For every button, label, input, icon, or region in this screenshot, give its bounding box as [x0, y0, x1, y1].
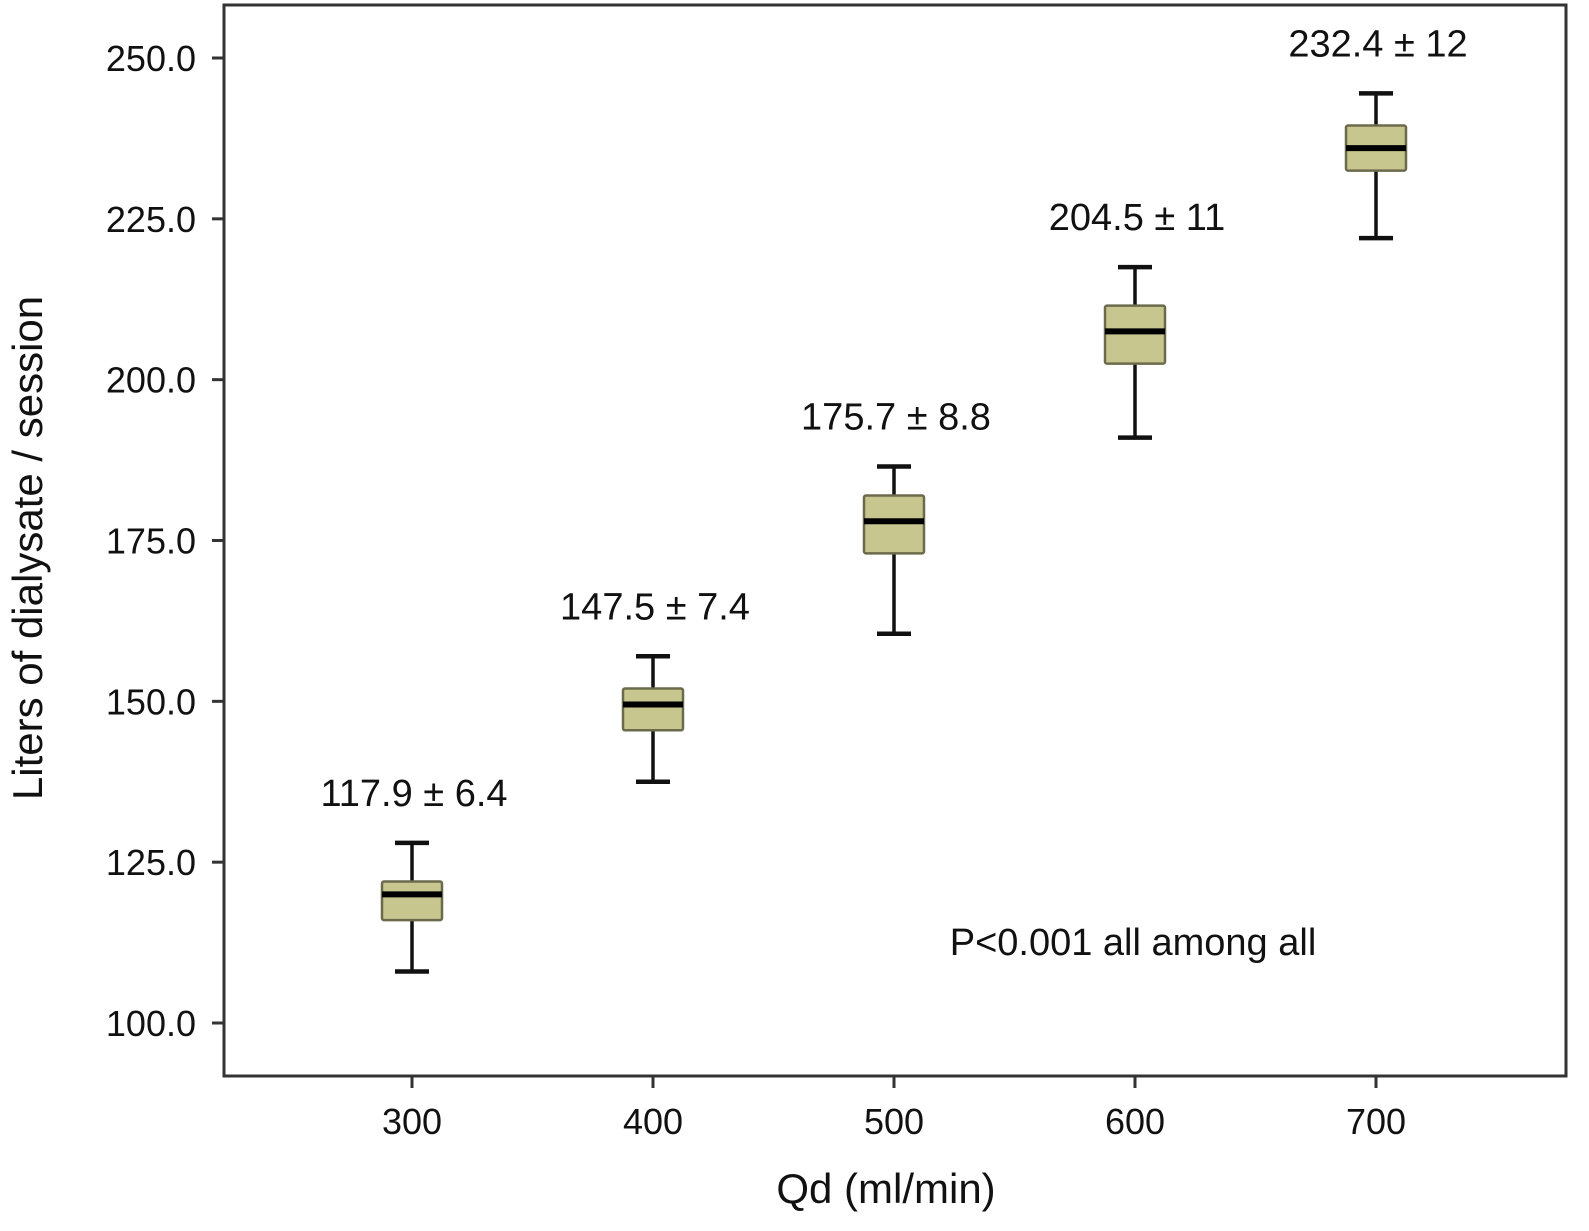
y-tick-label: 250.0	[106, 38, 196, 79]
mean-labels-group: 117.9 ± 6.4 147.5 ± 7.4 175.7 ± 8.8 204.5 ±…	[320, 23, 1467, 814]
mean-sd-label: 204.5 ± 11	[1049, 197, 1226, 239]
mean-sd-label: 117.9 ± 6.4	[320, 773, 507, 815]
iqr-box	[862, 494, 926, 555]
y-tick-label: 100.0	[106, 1003, 196, 1044]
x-tick-label: 300	[382, 1101, 442, 1142]
x-tick-label: 400	[623, 1101, 683, 1142]
x-axis-title: Qd (ml/min)	[776, 1165, 995, 1212]
p-value-annotation: P<0.001 all among all	[950, 922, 1317, 964]
mean-sd-label: 175.7 ± 8.8	[801, 397, 991, 439]
x-axis: 300 400 500 600 700	[382, 1076, 1406, 1142]
mean-sd-label: 147.5 ± 7.4	[560, 586, 750, 628]
box-plot-500	[862, 464, 926, 637]
x-tick-label: 500	[864, 1101, 924, 1142]
box-plot-400	[621, 654, 685, 784]
x-tick-label: 700	[1346, 1101, 1406, 1142]
boxes-group	[380, 91, 1408, 974]
iqr-box	[621, 687, 685, 732]
y-axis: 100.0 125.0 150.0 175.0 200.0 225.0 250.0	[106, 38, 224, 1044]
mean-sd-label: 232.4 ± 12	[1288, 23, 1467, 65]
y-axis-title: Liters of dialysate / session	[4, 296, 51, 800]
iqr-box	[380, 880, 444, 922]
iqr-box	[1103, 304, 1167, 365]
y-tick-label: 125.0	[106, 842, 196, 883]
y-tick-label: 175.0	[106, 521, 196, 562]
box-plot-600	[1103, 264, 1167, 440]
x-tick-label: 600	[1105, 1101, 1165, 1142]
y-tick-label: 150.0	[106, 681, 196, 722]
y-tick-label: 225.0	[106, 199, 196, 240]
y-tick-label: 200.0	[106, 360, 196, 401]
box-plot-700	[1344, 91, 1408, 241]
box-plot-300	[380, 840, 444, 974]
